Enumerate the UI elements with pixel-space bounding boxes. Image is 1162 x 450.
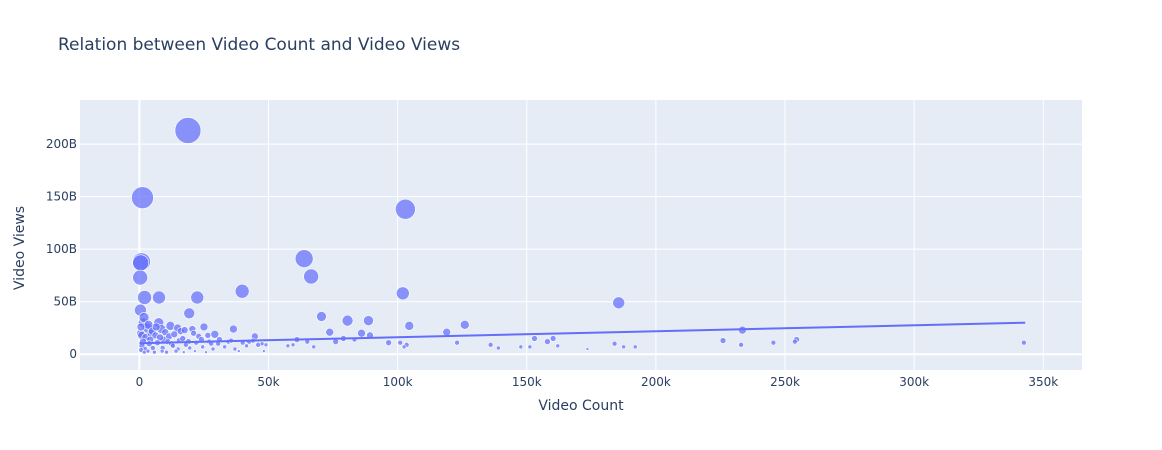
y-tick-labels: 0 50B 100B 150B 200B bbox=[46, 137, 77, 361]
data-point bbox=[1021, 339, 1027, 346]
data-point bbox=[357, 328, 366, 338]
data-point bbox=[210, 346, 216, 352]
data-point bbox=[487, 341, 494, 348]
data-point bbox=[132, 269, 148, 286]
data-point bbox=[294, 249, 314, 268]
data-point bbox=[549, 335, 557, 342]
data-point bbox=[263, 342, 269, 348]
data-point bbox=[244, 343, 249, 349]
x-tick-label: 350k bbox=[1028, 375, 1058, 389]
trendline-group bbox=[139, 321, 1026, 345]
data-point bbox=[150, 345, 156, 351]
data-point bbox=[395, 198, 416, 220]
data-point bbox=[290, 342, 296, 348]
data-point bbox=[555, 343, 561, 349]
data-point bbox=[544, 338, 551, 345]
data-point bbox=[518, 344, 524, 350]
data-point bbox=[527, 344, 533, 350]
data-point bbox=[719, 337, 727, 344]
data-point bbox=[229, 324, 238, 334]
data-point bbox=[404, 321, 415, 331]
data-point bbox=[792, 338, 798, 345]
data-point bbox=[311, 344, 317, 350]
y-tick-label: 200B bbox=[46, 137, 77, 151]
data-point bbox=[396, 286, 410, 301]
data-point bbox=[170, 330, 179, 339]
data-point bbox=[204, 350, 208, 354]
data-point bbox=[193, 349, 197, 353]
y-tick-label: 0 bbox=[69, 347, 77, 361]
data-point bbox=[397, 339, 404, 346]
x-axis-title: Video Count bbox=[538, 398, 624, 414]
data-point bbox=[170, 343, 176, 349]
trendline bbox=[139, 321, 1026, 345]
x-tick-label: 50k bbox=[257, 375, 279, 389]
x-tick-label: 300k bbox=[899, 375, 929, 389]
data-point bbox=[325, 327, 335, 337]
data-point bbox=[187, 345, 193, 351]
data-point bbox=[138, 312, 150, 323]
data-point bbox=[174, 117, 202, 144]
x-tick-label: 200k bbox=[641, 375, 671, 389]
data-point bbox=[285, 343, 291, 349]
data-point bbox=[132, 254, 149, 272]
data-point bbox=[222, 344, 227, 350]
data-point bbox=[363, 315, 374, 326]
data-point bbox=[136, 322, 146, 332]
data-point bbox=[164, 349, 169, 355]
data-point bbox=[632, 344, 638, 350]
x-tick-labels: 0 50k 100k 150k 200k 250k 300k 350k bbox=[136, 375, 1059, 389]
data-point bbox=[585, 347, 590, 351]
data-point bbox=[190, 290, 205, 305]
data-point bbox=[612, 296, 626, 310]
x-tick-label: 150k bbox=[512, 375, 542, 389]
data-point bbox=[152, 290, 166, 305]
data-point bbox=[459, 320, 470, 330]
data-point bbox=[131, 186, 154, 210]
y-axis-title: Video Views bbox=[12, 206, 28, 290]
chart-title: Relation between Video Count and Video V… bbox=[58, 35, 460, 55]
y-tick-label: 100B bbox=[46, 242, 77, 256]
data-point bbox=[182, 350, 186, 354]
grid-lines bbox=[80, 100, 1082, 370]
data-point bbox=[232, 346, 238, 352]
data-point bbox=[303, 268, 319, 285]
data-point bbox=[262, 349, 266, 353]
data-point bbox=[621, 344, 626, 350]
data-point bbox=[611, 340, 618, 347]
data-point bbox=[401, 344, 407, 350]
x-tick-label: 100k bbox=[383, 375, 413, 389]
data-point bbox=[173, 348, 179, 354]
data-point bbox=[385, 339, 392, 346]
data-point bbox=[454, 339, 460, 346]
data-point bbox=[442, 327, 452, 337]
data-point bbox=[259, 341, 265, 347]
data-point bbox=[151, 322, 161, 332]
data-point bbox=[237, 349, 241, 353]
data-point bbox=[159, 348, 165, 354]
data-point bbox=[152, 349, 157, 355]
data-point bbox=[341, 314, 354, 327]
data-point bbox=[145, 348, 151, 354]
data-point bbox=[199, 322, 209, 332]
data-point bbox=[531, 335, 538, 342]
data-point bbox=[179, 335, 187, 342]
data-point bbox=[738, 341, 744, 348]
data-point bbox=[180, 326, 189, 334]
x-tick-label: 0 bbox=[136, 375, 144, 389]
data-point bbox=[496, 345, 501, 351]
data-point bbox=[137, 290, 152, 305]
data-point bbox=[204, 332, 212, 339]
data-point bbox=[316, 311, 327, 322]
data-point bbox=[190, 329, 197, 337]
y-tick-label: 150B bbox=[46, 190, 77, 204]
data-point bbox=[183, 307, 196, 320]
data-point bbox=[770, 339, 777, 346]
x-tick-label: 250k bbox=[770, 375, 800, 389]
data-point bbox=[234, 283, 250, 299]
y-tick-label: 50B bbox=[53, 295, 77, 309]
data-points bbox=[131, 117, 1027, 355]
data-point bbox=[200, 344, 205, 350]
